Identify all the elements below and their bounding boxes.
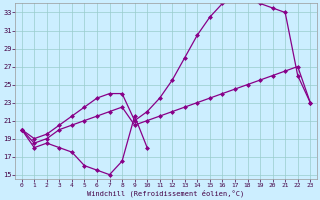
X-axis label: Windchill (Refroidissement éolien,°C): Windchill (Refroidissement éolien,°C) (87, 189, 244, 197)
